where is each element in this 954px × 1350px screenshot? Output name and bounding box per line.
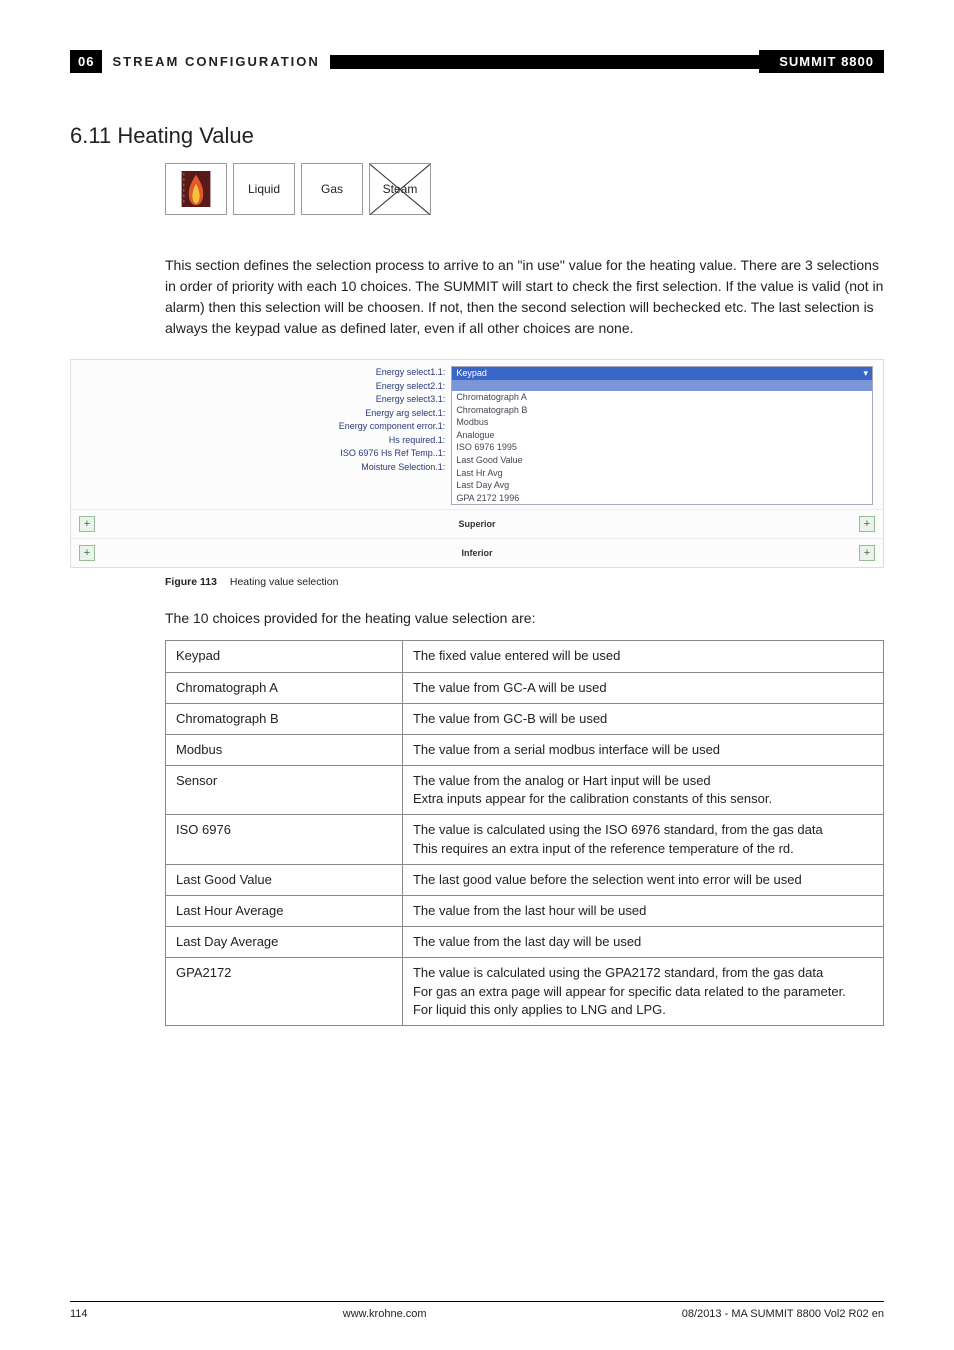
choice-desc: The fixed value entered will be used — [402, 641, 883, 672]
figure-field-label: ISO 6976 Hs Ref Temp..1: — [81, 447, 445, 461]
superior-row: + Superior + — [71, 509, 883, 538]
section-number: 6.11 — [70, 123, 111, 148]
choice-name: Last Good Value — [166, 864, 403, 895]
figure-field-label: Moisture Selection.1: — [81, 461, 445, 475]
energy-select-dropdown[interactable]: Keypad ▾ Chromatograph AChromatograph BM… — [451, 366, 873, 505]
figure-caption-text: Heating value selection — [230, 576, 339, 588]
table-row: SensorThe value from the analog or Hart … — [166, 766, 884, 815]
table-row: Last Good ValueThe last good value befor… — [166, 864, 884, 895]
product-name: SUMMIT 8800 — [759, 50, 884, 73]
steam-icon-box: Steam — [369, 163, 431, 215]
table-row: Last Hour AverageThe value from the last… — [166, 896, 884, 927]
expand-icon[interactable]: + — [79, 516, 95, 532]
choice-desc: The value from the last hour will be use… — [402, 896, 883, 927]
page-number: 114 — [70, 1308, 88, 1320]
dropdown-option[interactable]: Modbus — [452, 416, 872, 429]
choice-name: Chromatograph A — [166, 672, 403, 703]
inferior-row: + Inferior + — [71, 538, 883, 567]
expand-icon[interactable]: + — [79, 545, 95, 561]
dropdown-option[interactable]: Chromatograph A — [452, 391, 872, 404]
chapter-header: 06 STREAM CONFIGURATION SUMMIT 8800 — [70, 50, 884, 73]
expand-icon[interactable]: + — [859, 545, 875, 561]
flame-icon-box — [165, 163, 227, 215]
choice-name: GPA2172 — [166, 958, 403, 1026]
dropdown-selected-text: Keypad — [456, 368, 487, 379]
figure-field-label: Hs required.1: — [81, 434, 445, 448]
page-footer: 114 www.krohne.com 08/2013 - MA SUMMIT 8… — [70, 1301, 884, 1320]
choice-desc: The value from the analog or Hart input … — [402, 766, 883, 815]
dropdown-option[interactable]: Last Day Avg — [452, 479, 872, 492]
dropdown-option[interactable]: ISO 6976 1995 — [452, 441, 872, 454]
flame-icon — [181, 171, 211, 207]
section-title: Heating Value — [117, 123, 254, 148]
liquid-icon-box: Liquid — [233, 163, 295, 215]
choice-desc: The value is calculated using the GPA217… — [402, 958, 883, 1026]
figure-number: Figure 113 — [165, 576, 217, 588]
chapter-number: 06 — [70, 50, 102, 73]
dropdown-option[interactable]: Last Good Value — [452, 454, 872, 467]
figure-caption: Figure 113 Heating value selection — [165, 576, 884, 588]
choice-desc: The value is calculated using the ISO 69… — [402, 815, 883, 864]
table-intro: The 10 choices provided for the heating … — [165, 610, 884, 626]
figure-113: Energy select1.1:Energy select2.1:Energy… — [70, 359, 884, 568]
gas-label: Gas — [321, 182, 343, 196]
dropdown-hint — [452, 380, 872, 391]
table-row: Chromatograph AThe value from GC-A will … — [166, 672, 884, 703]
dropdown-selected: Keypad ▾ — [452, 367, 872, 380]
choice-name: Last Hour Average — [166, 896, 403, 927]
stream-type-icons: Liquid Gas Steam — [165, 163, 884, 215]
expand-icon[interactable]: + — [859, 516, 875, 532]
choice-name: Keypad — [166, 641, 403, 672]
choice-name: Modbus — [166, 734, 403, 765]
choice-name: ISO 6976 — [166, 815, 403, 864]
choice-desc: The value from GC-B will be used — [402, 703, 883, 734]
figure-field-label: Energy select2.1: — [81, 380, 445, 394]
dropdown-option[interactable]: Analogue — [452, 429, 872, 442]
choice-name: Chromatograph B — [166, 703, 403, 734]
choice-desc: The last good value before the selection… — [402, 864, 883, 895]
dropdown-option[interactable]: Last Hr Avg — [452, 467, 872, 480]
figure-field-labels: Energy select1.1:Energy select2.1:Energy… — [81, 366, 451, 505]
choice-desc: The value from GC-A will be used — [402, 672, 883, 703]
choice-name: Last Day Average — [166, 927, 403, 958]
choice-desc: The value from the last day will be used — [402, 927, 883, 958]
liquid-label: Liquid — [248, 182, 280, 196]
figure-field-label: Energy select3.1: — [81, 393, 445, 407]
figure-field-label: Energy select1.1: — [81, 366, 445, 380]
table-row: ISO 6976The value is calculated using th… — [166, 815, 884, 864]
intro-paragraph: This section defines the selection proce… — [165, 255, 884, 339]
chapter-title: STREAM CONFIGURATION — [112, 54, 319, 69]
footer-url: www.krohne.com — [343, 1308, 427, 1320]
superior-label: Superior — [95, 519, 859, 529]
chevron-down-icon: ▾ — [863, 368, 868, 379]
footer-docid: 08/2013 - MA SUMMIT 8800 Vol2 R02 en — [682, 1308, 884, 1320]
figure-field-label: Energy arg select.1: — [81, 407, 445, 421]
table-row: Chromatograph BThe value from GC-B will … — [166, 703, 884, 734]
header-rule — [330, 55, 759, 69]
dropdown-option[interactable]: Chromatograph B — [452, 404, 872, 417]
dropdown-option[interactable]: GPA 2172 1996 — [452, 492, 872, 505]
section-heading: 6.11 Heating Value — [70, 123, 884, 149]
table-row: KeypadThe fixed value entered will be us… — [166, 641, 884, 672]
inferior-label: Inferior — [95, 548, 859, 558]
table-row: ModbusThe value from a serial modbus int… — [166, 734, 884, 765]
figure-field-label: Energy component error.1: — [81, 420, 445, 434]
table-row: GPA2172The value is calculated using the… — [166, 958, 884, 1026]
table-row: Last Day AverageThe value from the last … — [166, 927, 884, 958]
choice-desc: The value from a serial modbus interface… — [402, 734, 883, 765]
choices-table: KeypadThe fixed value entered will be us… — [165, 640, 884, 1026]
gas-icon-box: Gas — [301, 163, 363, 215]
choice-name: Sensor — [166, 766, 403, 815]
